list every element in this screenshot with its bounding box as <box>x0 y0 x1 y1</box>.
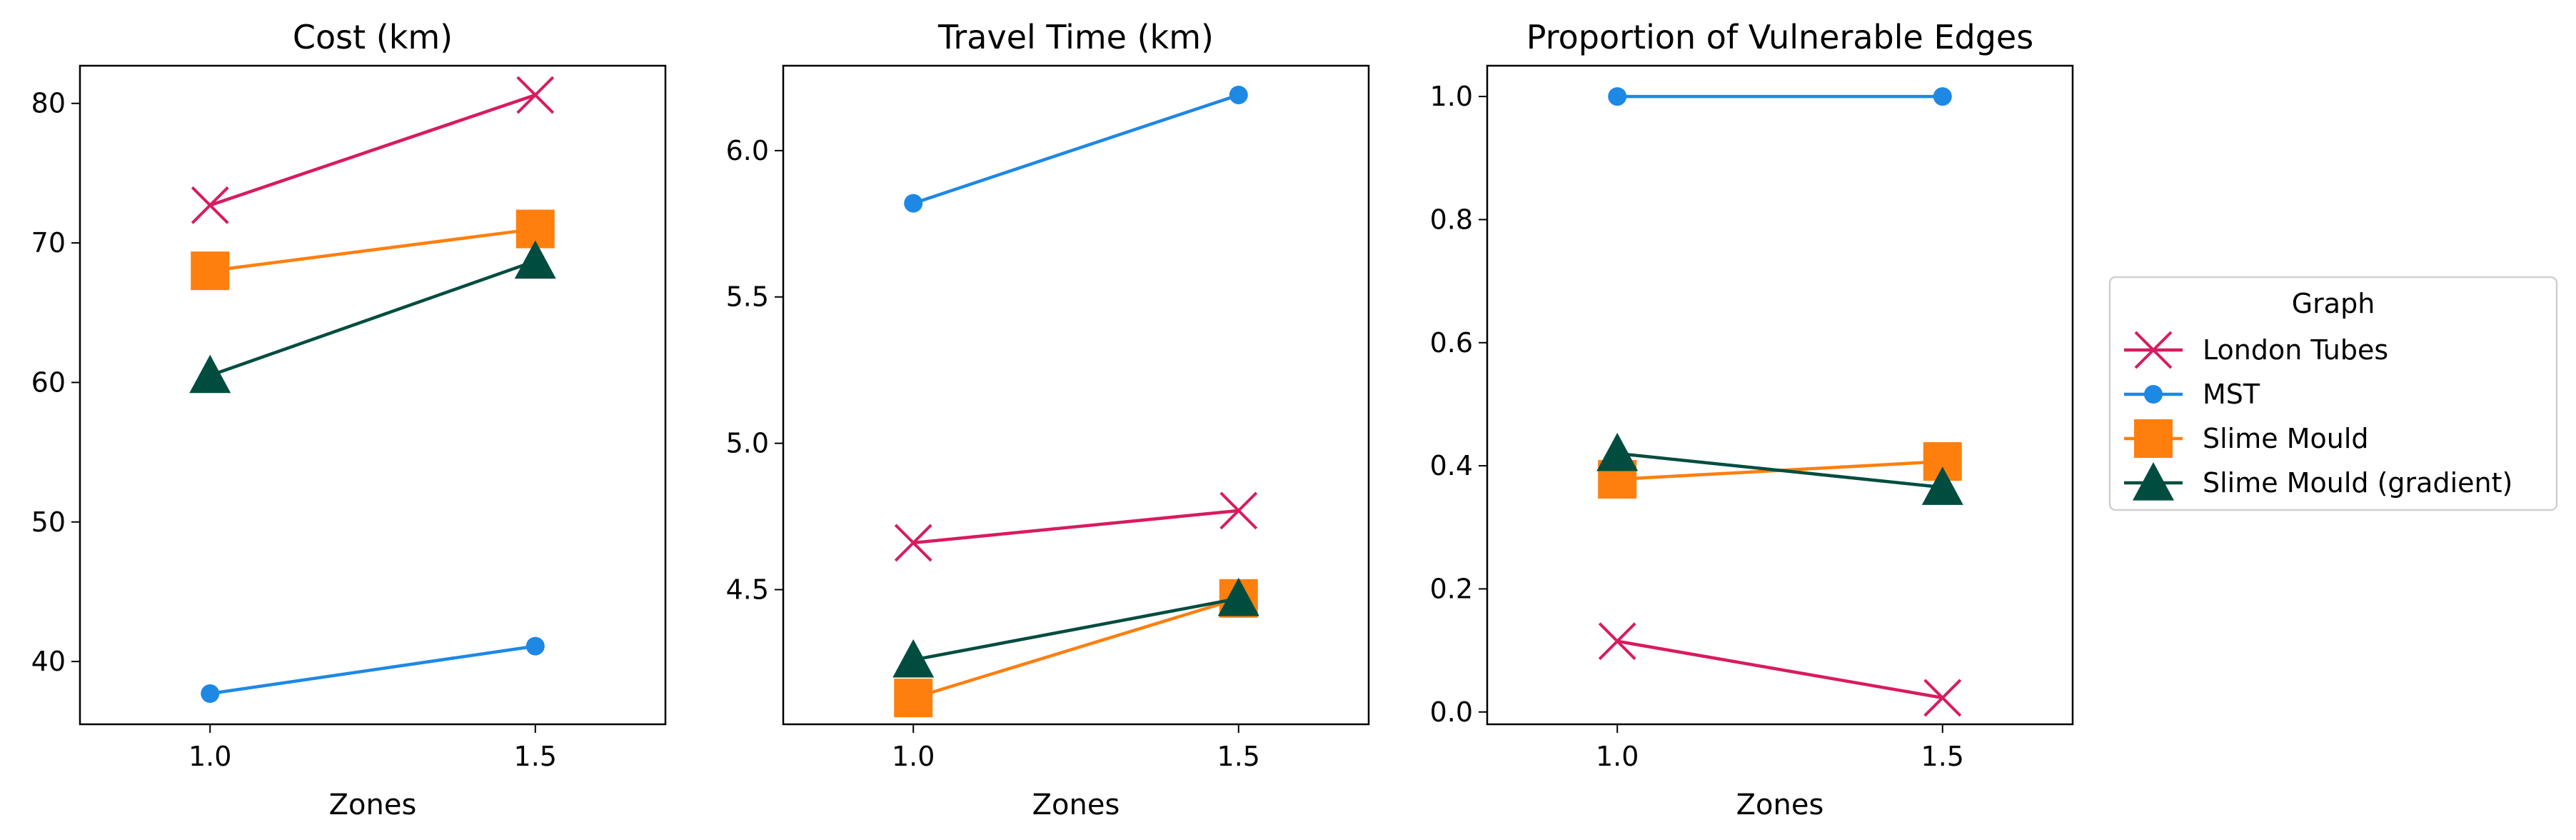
x-axis-label: Zones <box>1736 789 1824 821</box>
data-point <box>1923 679 1962 717</box>
data-point <box>1933 87 1952 106</box>
x-tick-label: 1.0 <box>892 741 935 772</box>
legend-marker <box>2144 385 2163 404</box>
legend-entry: MST <box>2124 379 2260 410</box>
data-point-stroke-b <box>191 186 229 224</box>
legend-marker <box>2133 462 2174 501</box>
series-line <box>912 596 1239 700</box>
data-point <box>191 186 229 224</box>
data-point-stroke-b <box>1219 491 1258 530</box>
y-tick-label: 0.8 <box>1430 204 1473 235</box>
legend-label: MST <box>2203 379 2260 410</box>
data-point <box>1219 491 1258 530</box>
data-point <box>894 524 932 562</box>
chart-panel-2: Travel Time (km) 4.5 5.0 5.5 6.0 1.0 1.5 Zones <box>726 18 1370 821</box>
x-tick-label: 1.5 <box>514 741 557 772</box>
legend-label: London Tubes <box>2203 334 2388 366</box>
x-tick-label: 1.0 <box>1596 741 1639 772</box>
series-triangle <box>892 577 1259 678</box>
x-tick-label: 1.5 <box>1921 741 1964 772</box>
series-x <box>1598 622 1962 717</box>
series-line <box>913 509 1239 545</box>
series-line <box>912 93 1239 205</box>
series-triangle <box>1596 432 1963 505</box>
series-x <box>191 76 555 224</box>
data-point <box>1598 622 1636 661</box>
y-tick-label: 0.2 <box>1430 573 1473 604</box>
series-triangle <box>189 240 556 394</box>
series-line <box>209 227 536 273</box>
legend-box <box>2108 276 2558 511</box>
data-point <box>1921 466 1963 505</box>
legend-label: Slime Mould (gradient) <box>2203 467 2512 499</box>
series-line <box>209 93 536 207</box>
data-point-stroke-b <box>516 76 555 114</box>
data-point <box>191 251 230 291</box>
legend-marker <box>2134 331 2173 369</box>
series-line <box>209 644 536 696</box>
y-tick-label: 50 <box>31 506 66 538</box>
data-point-stroke-b <box>1598 622 1636 661</box>
data-point <box>1217 577 1259 616</box>
chart-panel-1: Cost (km) 40 50 60 70 80 1.0 1.5 Zones <box>31 18 667 821</box>
plot-frame <box>1486 64 2074 726</box>
data-point <box>1596 432 1639 471</box>
x-tick-label: 1.0 <box>188 741 231 772</box>
y-tick-label: 1.0 <box>1430 81 1473 112</box>
legend: Graph London Tubes MST Slime Mould Slime Mou… <box>2108 276 2558 511</box>
data-point <box>525 636 545 656</box>
chart-title: Cost (km) <box>293 18 453 56</box>
plot-frame <box>782 64 1370 726</box>
data-point-stroke-b <box>894 524 932 562</box>
series-circle <box>201 636 545 704</box>
y-tick-label: 5.5 <box>726 281 769 313</box>
data-point <box>1608 87 1627 106</box>
plot-frame <box>79 64 667 726</box>
x-tick-label: 1.5 <box>1217 741 1260 772</box>
legend-entry: Slime Mould <box>2124 419 2369 458</box>
series-line <box>209 259 536 377</box>
legend-entry: Slime Mould (gradient) <box>2124 462 2512 501</box>
data-point <box>189 354 231 394</box>
y-tick-label: 80 <box>31 88 66 119</box>
data-point <box>894 679 933 718</box>
y-tick-label: 4.5 <box>726 574 769 606</box>
y-tick-label: 40 <box>31 646 66 677</box>
y-tick-label: 70 <box>31 227 66 259</box>
legend-title: Graph <box>2292 288 2375 319</box>
data-point-stroke-b <box>1923 679 1962 717</box>
y-tick-label: 60 <box>31 366 66 398</box>
chart-panel-3: Proportion of Vulnerable Edges 0.0 0.2 0.4 0… <box>1430 18 2074 821</box>
legend-label: Slime Mould <box>2203 423 2369 454</box>
y-tick-label: 0.0 <box>1430 696 1473 728</box>
data-point <box>892 639 935 678</box>
y-tick-label: 6.0 <box>726 135 769 166</box>
series-line <box>912 596 1239 662</box>
data-point <box>514 240 556 279</box>
data-point <box>1229 85 1248 104</box>
y-tick-label: 0.6 <box>1430 327 1473 359</box>
legend-marker <box>2134 419 2173 458</box>
series-circle <box>1608 87 1952 106</box>
x-axis-label: Zones <box>1032 789 1120 821</box>
y-tick-label: 5.0 <box>726 428 769 459</box>
data-point <box>201 684 220 704</box>
legend-marker-stroke-b <box>2134 331 2173 369</box>
chart-title: Travel Time (km) <box>937 18 1214 56</box>
data-point <box>516 76 555 114</box>
y-tick-label: 0.4 <box>1430 450 1473 481</box>
x-axis-label: Zones <box>329 789 417 821</box>
legend-entry: London Tubes <box>2124 331 2388 369</box>
data-point <box>904 194 923 213</box>
series-x <box>894 491 1258 562</box>
series-line <box>1616 639 1943 700</box>
series-circle <box>904 85 1248 213</box>
chart-title: Proportion of Vulnerable Edges <box>1526 18 2033 56</box>
series-line <box>1616 451 1943 489</box>
